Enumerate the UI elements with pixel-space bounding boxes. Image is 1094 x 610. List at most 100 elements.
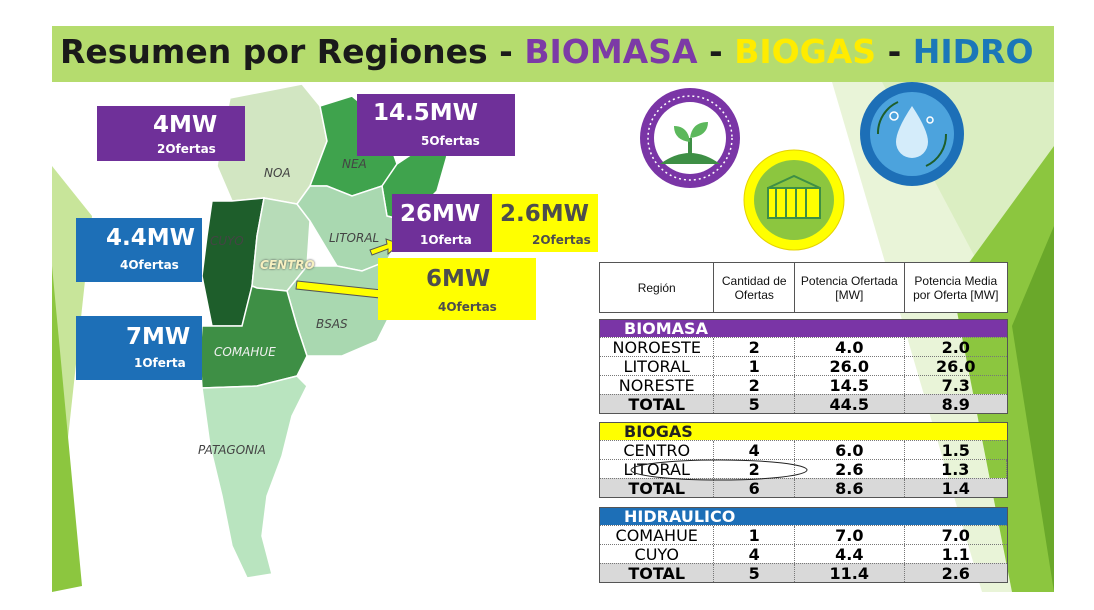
cell-potencia: 4.4 (795, 545, 905, 564)
callout-cuyo: 4.4MW 4Ofertas (76, 218, 202, 282)
cell-region: NOROESTE (600, 338, 715, 357)
region-label-bsas: BSAS (316, 317, 348, 331)
callout-nea-power: 14.5MW (373, 100, 479, 126)
cell-total-label: TOTAL (600, 564, 715, 583)
region-label-patagonia: PATAGONIA (198, 443, 266, 457)
cell-media: 1.5 (941, 440, 970, 460)
callout-comahue: 7MW 1Oferta (76, 316, 202, 380)
cell-region: COMAHUE (600, 526, 715, 545)
cell-total-cantidad: 5 (714, 395, 796, 414)
title-separator: - (876, 32, 913, 71)
section-label-biomasa: BIOMASA (600, 320, 1007, 337)
cell-region: LITORAL (600, 357, 715, 376)
header-region: Región (600, 263, 715, 312)
region-label-litoral: LITORAL (329, 231, 380, 245)
cell-total-media: 2.6 (941, 563, 970, 583)
table-row: NOROESTE 2 4.0 2.0 (600, 337, 1007, 357)
cell-cantidad: 1 (714, 526, 796, 545)
table-row: LITORAL 2 2.6 1.3 (600, 459, 1008, 481)
region-label-nea: NEA (342, 157, 367, 171)
summary-table: Región Cantidad de Ofertas Potencia Ofer… (599, 262, 1008, 313)
cell-potencia: 4.0 (795, 338, 905, 357)
callout-cuyo-power: 4.4MW (106, 225, 196, 251)
cell-potencia: 26.0 (795, 357, 905, 376)
cell-potencia: 14.5 (795, 376, 905, 395)
cell-total-label: TOTAL (600, 479, 715, 498)
header-media: Potencia Media por Oferta [MW] (913, 273, 999, 302)
section-biomasa: BIOMASA NOROESTE 2 4.0 2.0 LITORAL 1 26.… (599, 319, 1008, 414)
cell-total-potencia: 44.5 (795, 395, 905, 414)
table-total-row: TOTAL 6 8.6 1.4 (600, 478, 1007, 498)
cell-cantidad: 2 (714, 460, 796, 479)
cell-cantidad: 1 (714, 357, 796, 376)
callout-cuyo-offers: 4Ofertas (120, 258, 179, 272)
cell-total-cantidad: 6 (714, 479, 796, 498)
cell-media: 1.1 (941, 544, 970, 564)
cell-cantidad: 4 (714, 441, 796, 460)
cell-media: 1.3 (905, 460, 1008, 479)
cell-region: NORESTE (600, 376, 715, 395)
region-label-centro: CENTRO (260, 258, 315, 272)
table-row: CUYO 4 4.4 1.1 (600, 544, 1007, 564)
callout-litoral-biogas-power: 2.6MW (500, 201, 590, 227)
region-label-cuyo: CUYO (210, 234, 244, 248)
cell-total-media: 8.9 (941, 394, 970, 414)
cell-potencia: 7.0 (795, 526, 905, 545)
region-comahue (199, 284, 308, 389)
title-prefix: Resumen por Regiones - (60, 32, 525, 71)
argentina-map (199, 83, 448, 579)
highlight-ellipse (630, 459, 808, 481)
cell-total-label: TOTAL (600, 395, 715, 414)
cell-potencia: 6.0 (795, 441, 905, 460)
region-label-noa: NOA (264, 166, 291, 180)
title-biogas: BIOGAS (734, 32, 877, 71)
callout-nea-offers: 5Ofertas (421, 134, 480, 148)
cell-cantidad: 2 (714, 338, 796, 357)
cell-potencia: 2.6 (795, 460, 905, 479)
callout-noa: 4MW 2Ofertas (97, 106, 245, 161)
section-hidraulico: HIDRAULICO COMAHUE 1 7.0 7.0 CUYO 4 4.4 … (599, 507, 1008, 583)
section-biogas: BIOGAS CENTRO 4 6.0 1.5 LITORAL 2 2.6 1.… (599, 422, 1008, 498)
callout-litoral-biomasa-offers: 1Oferta (420, 233, 472, 247)
title-separator: - (697, 32, 735, 71)
title-biomasa: BIOMASA (524, 32, 698, 71)
callout-centro: 6MW 4Ofertas (378, 258, 536, 320)
table-header: Región Cantidad de Ofertas Potencia Ofer… (599, 262, 1008, 313)
region-label-comahue: COMAHUE (214, 345, 276, 359)
header-cantidad: Cantidad de Ofertas (714, 263, 796, 312)
callout-centro-offers: 4Ofertas (438, 300, 497, 314)
title-hidro: HIDRO (912, 32, 1034, 71)
table-row: LITORAL 1 26.0 26.0 (600, 356, 1007, 376)
title-bar: Resumen por Regiones - BIOMASA - BIOGAS … (52, 26, 1054, 82)
cell-media: 2.0 (941, 337, 970, 357)
slide: Resumen por Regiones - BIOMASA - BIOGAS … (52, 26, 1054, 592)
cell-media: 7.3 (941, 375, 970, 395)
cell-total-media: 1.4 (941, 478, 970, 498)
section-label-hidraulico: HIDRAULICO (600, 508, 1007, 525)
cell-cantidad: 4 (714, 545, 796, 564)
region-patagonia (201, 375, 308, 579)
table-total-row: TOTAL 5 44.5 8.9 (600, 394, 1007, 414)
biogas-plant-icon (743, 149, 845, 251)
plant-sprout-icon (640, 88, 740, 188)
callout-litoral-biogas-offers: 2Ofertas (532, 233, 591, 247)
cell-region: LITORAL (600, 460, 715, 479)
callout-centro-power: 6MW (426, 266, 491, 292)
section-label-biogas: BIOGAS (600, 423, 1007, 440)
callout-nea: 14.5MW 5Ofertas (357, 94, 515, 156)
header-potencia: Potencia Ofertada [MW] (795, 263, 905, 312)
table-row: CENTRO 4 6.0 1.5 (600, 440, 1007, 460)
cell-media: 26.0 (936, 356, 976, 376)
callout-comahue-offers: 1Oferta (134, 356, 186, 370)
callout-comahue-power: 7MW (126, 324, 191, 350)
cell-cantidad: 2 (714, 376, 796, 395)
cell-total-cantidad: 5 (714, 564, 796, 583)
table-row: NORESTE 2 14.5 7.3 (600, 375, 1007, 395)
table-row: COMAHUE 1 7.0 7.0 (600, 525, 1007, 545)
callout-noa-power: 4MW (153, 112, 218, 138)
callout-litoral-biomasa: 26MW 1Oferta (392, 194, 492, 252)
page-title: Resumen por Regiones - BIOMASA - BIOGAS … (60, 32, 1034, 71)
table-total-row: TOTAL 5 11.4 2.6 (600, 563, 1007, 583)
callout-litoral-biomasa-power: 26MW (400, 201, 481, 227)
callout-noa-offers: 2Ofertas (157, 142, 216, 156)
